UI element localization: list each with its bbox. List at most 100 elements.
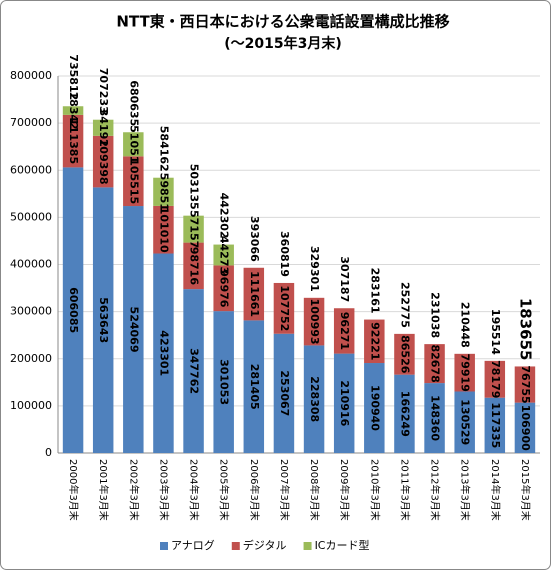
value-label: 423301 <box>157 330 170 376</box>
x-tick-label: 2015年3月末 <box>519 459 532 521</box>
y-tick-label: 800000 <box>10 69 52 82</box>
y-tick-label: 300000 <box>10 305 52 318</box>
bar-segment <box>153 177 174 206</box>
value-label: 79919 <box>459 354 472 392</box>
bar-segment <box>454 391 475 453</box>
total-label: 231038 <box>429 292 442 338</box>
bar-segment <box>213 311 234 453</box>
value-label: 96976 <box>218 269 231 308</box>
value-label: 606085 <box>67 287 80 333</box>
y-tick-label: 500000 <box>10 210 52 223</box>
value-label: 51051 <box>127 125 140 163</box>
bar-segment <box>394 333 415 375</box>
bar-segment <box>303 297 325 346</box>
bar-segment <box>243 320 265 453</box>
bar-segment <box>123 156 144 207</box>
y-tick-label: 400000 <box>10 258 52 271</box>
bar-segment <box>213 265 234 312</box>
bar-segment <box>62 114 84 168</box>
value-label: 100993 <box>308 299 321 345</box>
value-label: 82678 <box>429 344 442 382</box>
value-label: 111661 <box>248 271 261 317</box>
value-label: 78179 <box>489 360 502 398</box>
legend-swatch <box>231 542 240 550</box>
bar-segment <box>183 289 204 453</box>
bar-segment <box>62 106 84 115</box>
bar-segment <box>92 119 114 136</box>
x-tick-label: 2001年3月末 <box>97 459 110 521</box>
value-label: 281405 <box>248 364 261 410</box>
value-label: 101010 <box>157 207 170 253</box>
y-tick-label: 700000 <box>10 116 52 129</box>
bar-segment <box>153 253 174 453</box>
y-tick-label: 200000 <box>10 352 52 365</box>
total-label: 680635 <box>127 80 140 126</box>
bar-segment <box>123 206 144 453</box>
value-label: 98716 <box>188 247 201 286</box>
total-label: 283161 <box>368 268 381 314</box>
x-tick-label: 2003年3月末 <box>157 459 170 521</box>
bar-segment <box>62 167 84 453</box>
legend-swatch <box>303 542 312 550</box>
value-label: 563643 <box>97 297 110 343</box>
total-label: 360819 <box>278 231 291 277</box>
value-label: 117335 <box>489 402 502 448</box>
bar-segment <box>514 402 536 453</box>
bar-segment <box>273 333 295 453</box>
total-label: 503135 <box>188 164 201 210</box>
bar-segment <box>424 383 445 453</box>
legend-swatch <box>160 542 168 550</box>
x-tick-label: 2013年3月末 <box>459 459 472 521</box>
total-label: 252775 <box>398 282 411 328</box>
legend-label: デジタル <box>243 538 287 552</box>
bar-segment <box>92 187 114 453</box>
total-label: 183655 <box>516 298 534 361</box>
x-tick-label: 2011年3月末 <box>398 459 411 521</box>
value-label: 92221 <box>368 322 381 360</box>
bar-segment <box>243 267 265 321</box>
legend-label: ICカード型 <box>315 538 370 552</box>
x-tick-label: 2005年3月末 <box>218 459 231 521</box>
value-label: 57157 <box>188 210 201 248</box>
total-label: 393066 <box>248 216 261 262</box>
chart-subtitle: (～2015年3月末) <box>224 35 342 52</box>
bar-segment <box>364 363 385 453</box>
x-tick-label: 2002年3月末 <box>127 459 140 521</box>
total-label: 442302 <box>218 193 231 239</box>
value-label: 59851 <box>157 173 170 211</box>
bar-segment <box>303 345 325 453</box>
chart-title: NTT東・西日本における公衆電話設置構成比推移 <box>116 13 449 31</box>
value-label: 166249 <box>398 391 411 437</box>
value-label: 106900 <box>519 405 532 451</box>
x-tick-label: 2012年3月末 <box>429 459 442 521</box>
x-tick-label: 2014年3月末 <box>489 459 502 521</box>
y-tick-label: 600000 <box>10 163 52 176</box>
value-label: 301053 <box>218 359 231 405</box>
bar-segment <box>514 366 536 403</box>
total-label: 307187 <box>338 256 351 302</box>
bar-segment <box>424 344 445 384</box>
y-tick-label: 100000 <box>10 399 52 412</box>
x-tick-label: 2010年3月末 <box>368 459 381 521</box>
value-label: 524069 <box>127 307 140 353</box>
bar-segment <box>364 319 385 364</box>
total-label: 195514 <box>489 309 502 355</box>
bar-segment <box>153 205 174 254</box>
value-label: 76755 <box>519 365 532 403</box>
bar-segment <box>183 242 204 290</box>
total-label: 735812 <box>67 54 80 100</box>
value-label: 210916 <box>338 380 351 426</box>
x-tick-label: 2008年3月末 <box>308 459 321 521</box>
value-label: 18342 <box>67 91 80 129</box>
x-tick-label: 2006年3月末 <box>248 459 261 521</box>
bar-segment <box>273 282 295 334</box>
value-label: 34192 <box>97 109 110 147</box>
value-label: 86526 <box>398 335 411 374</box>
total-label: 707233 <box>97 68 110 114</box>
y-tick-label: 0 <box>45 446 52 459</box>
value-label: 190940 <box>368 385 381 431</box>
bar-segment <box>333 353 355 453</box>
value-label: 253067 <box>278 370 291 416</box>
value-label: 105515 <box>127 158 140 204</box>
